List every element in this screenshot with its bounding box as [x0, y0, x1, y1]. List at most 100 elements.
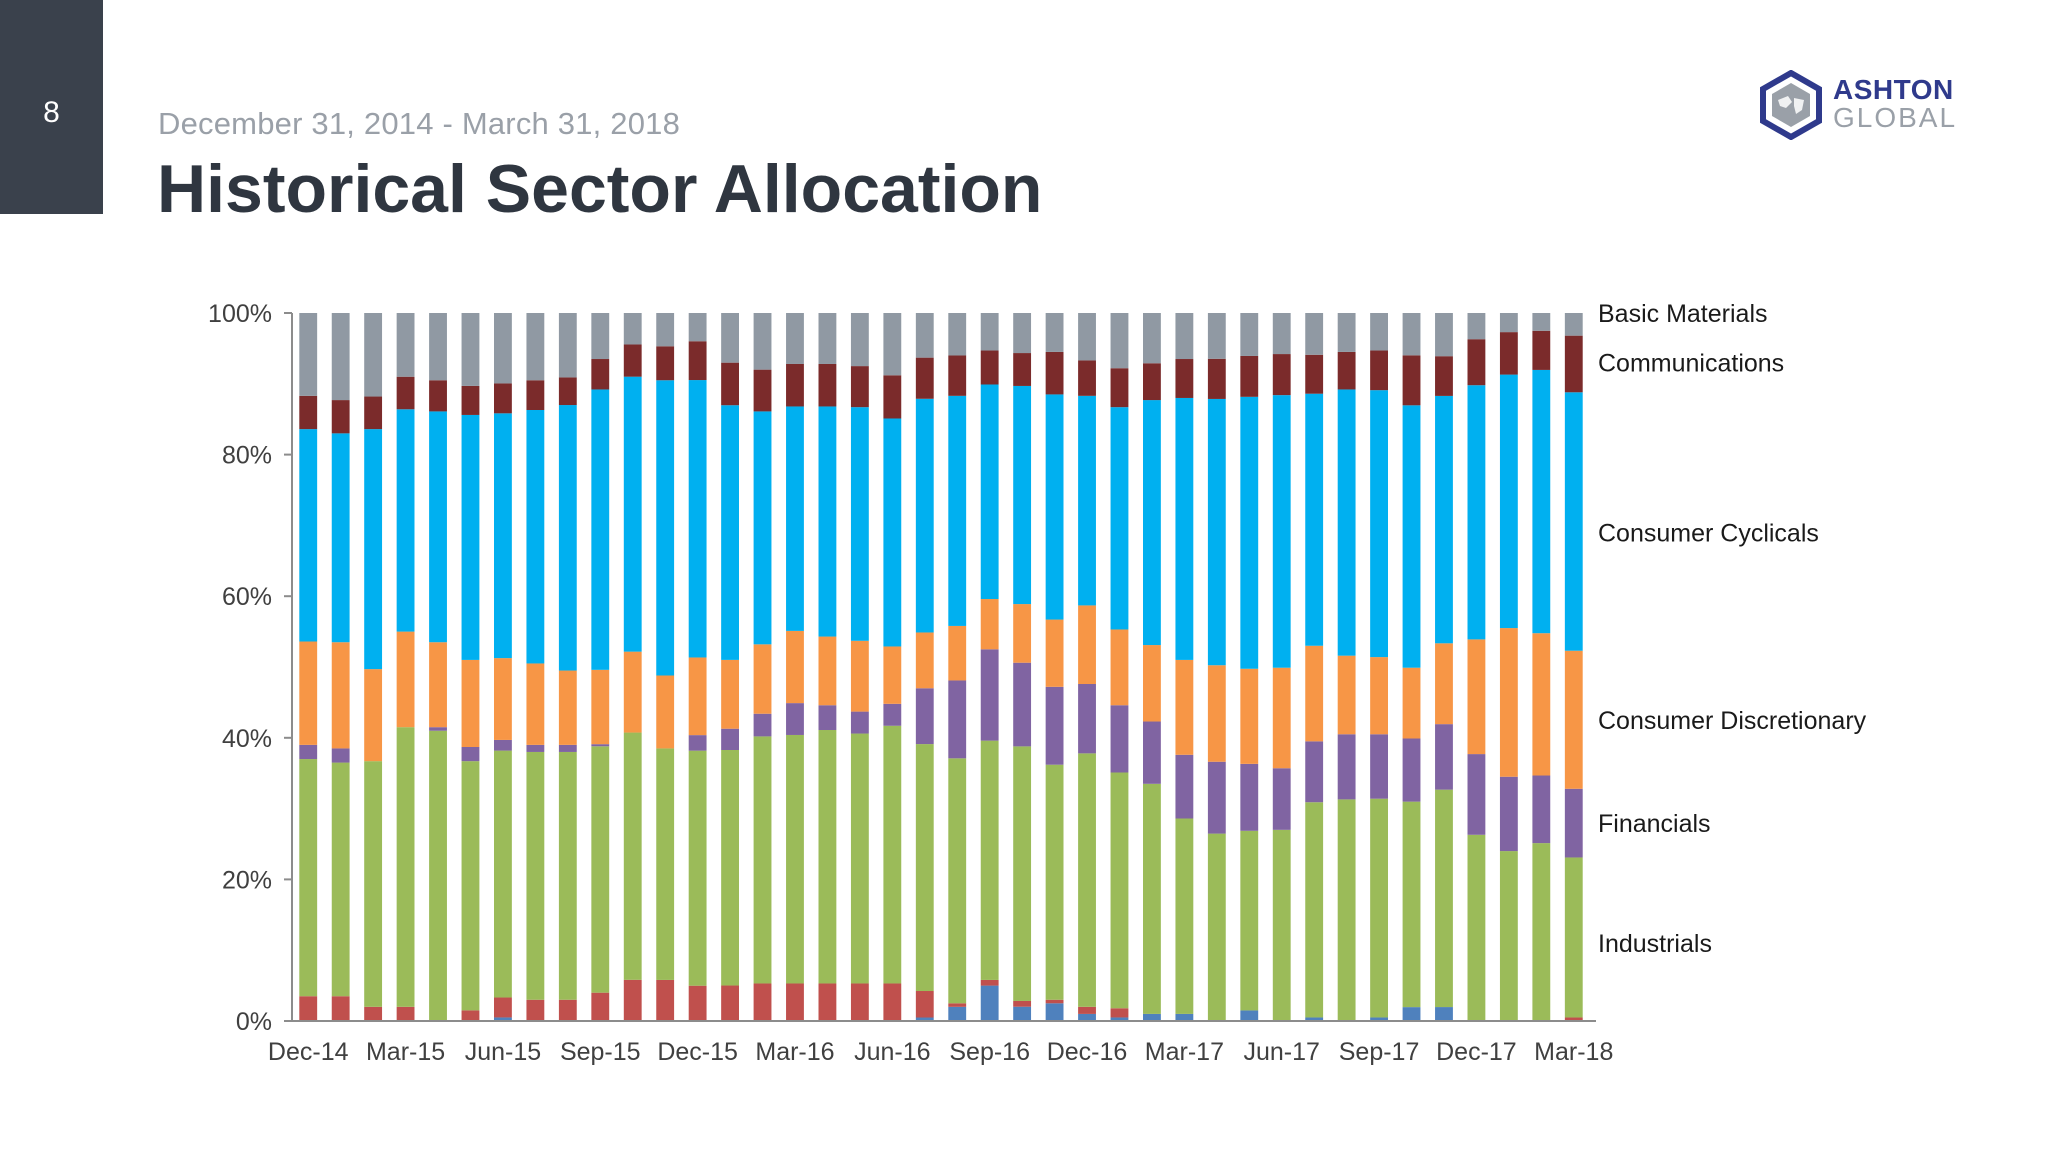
bar-segment-Jan-18-basic-materials [1499, 313, 1518, 333]
bar-segment-Aug-17-communications [1337, 351, 1356, 390]
bar-segment-Dec-15-financials [688, 735, 707, 751]
bar-segment-Feb-17-consumer-cyclicals [1143, 400, 1161, 646]
y-tick-label: 40% [222, 725, 272, 753]
bar-segment-Oct-17-communications [1402, 355, 1421, 406]
bar-segment-Feb-18-financials [1532, 775, 1551, 844]
bar-segment-Jan-15-green [331, 762, 350, 997]
bar-segment-Jan-16-consumer-discretionary [721, 659, 739, 729]
bar-segment-Jun-15-industrials [494, 997, 512, 1018]
bar-segment-Jan-15-consumer-discretionary [331, 642, 350, 749]
bar-segment-Dec-16-industrials [1078, 1006, 1096, 1014]
bar-segment-Apr-15-basic-materials [429, 313, 447, 381]
page-number: 8 [43, 96, 60, 129]
bar-segment-Feb-17-green [1143, 783, 1161, 1014]
bar-segment-Nov-17-green [1435, 789, 1453, 1008]
bar-segment-Feb-17-basic-materials [1143, 313, 1161, 364]
bar-segment-Jun-17-consumer-discretionary [1272, 667, 1291, 769]
bar-segment-Sep-16-green [980, 740, 999, 980]
bar-segment-Apr-15-green [429, 730, 447, 1021]
bar-segment-Jun-15-consumer-discretionary [494, 658, 512, 740]
bar-segment-Jun-15-financials [494, 739, 512, 751]
bar-segment-Oct-16-blue_small [1013, 1006, 1032, 1021]
bar-segment-Sep-15-communications [591, 359, 610, 390]
bar-segment-Dec-14-consumer-discretionary [299, 641, 318, 745]
bar-segment-Apr-17-financials [1207, 761, 1226, 834]
bar-segment-Aug-17-basic-materials [1337, 313, 1356, 352]
bar-segment-Oct-16-financials [1013, 662, 1032, 747]
bar-segment-Jan-17-communications [1110, 368, 1129, 408]
bar-segment-May-15-financials [461, 747, 480, 762]
x-tick-label: Jun-15 [465, 1038, 541, 1066]
bar-segment-Dec-15-communications [688, 341, 707, 381]
bar-segment-Dec-17-communications [1467, 339, 1486, 386]
bar-segment-Jun-17-communications [1272, 354, 1291, 396]
y-tick-label: 20% [222, 866, 272, 894]
bar-segment-Oct-16-consumer-discretionary [1013, 604, 1032, 663]
x-tick-label: Mar-15 [366, 1038, 445, 1066]
bar-segment-Oct-16-green [1013, 746, 1032, 1001]
bar-segment-Jun-16-industrials [883, 983, 902, 1021]
bar-segment-Feb-16-industrials [753, 983, 772, 1021]
bar-segment-Mar-15-industrials [396, 1006, 415, 1021]
bar-segment-Aug-16-financials [948, 680, 967, 759]
bar-segment-Aug-16-industrials [948, 1003, 967, 1007]
bar-segment-Nov-15-communications [656, 346, 675, 381]
series-label-financials: Financials [1598, 810, 1711, 838]
bar-segment-Jul-17-communications [1305, 354, 1324, 394]
bar-segment-Jan-15-communications [331, 400, 350, 434]
bar-segment-Mar-18-industrials [1564, 1017, 1583, 1021]
bar-segment-Mar-16-basic-materials [786, 313, 804, 364]
x-tick-label: Mar-18 [1534, 1038, 1613, 1066]
y-tick-label: 60% [222, 583, 272, 611]
bar-segment-Jul-15-financials [526, 744, 545, 752]
bar-segment-Jul-16-blue_small [915, 1017, 934, 1021]
bar-segment-Sep-16-blue_small [980, 985, 999, 1021]
bar-segment-May-17-blue_small [1240, 1010, 1259, 1021]
bar-segment-Jun-17-basic-materials [1272, 313, 1291, 355]
bar-segment-Mar-16-consumer-cyclicals [786, 406, 804, 631]
bar-segment-Aug-15-communications [558, 377, 577, 406]
bar-segment-Jun-16-consumer-discretionary [883, 646, 902, 704]
bar-segment-Sep-17-financials [1370, 734, 1388, 799]
bar-segment-Jul-17-consumer-cyclicals [1305, 393, 1324, 646]
bar-segment-Aug-15-consumer-discretionary [558, 670, 577, 745]
bar-segment-Apr-16-industrials [818, 983, 837, 1021]
bar-segment-Oct-15-consumer-cyclicals [623, 376, 642, 652]
bar-segment-Dec-15-industrials [688, 985, 707, 1021]
bar-segment-Aug-17-green [1337, 799, 1356, 1021]
bar-segment-Jan-15-industrials [331, 996, 350, 1021]
bar-segment-Nov-15-basic-materials [656, 313, 675, 347]
bar-segment-Mar-16-green [786, 734, 804, 984]
bar-segment-Feb-16-consumer-cyclicals [753, 411, 772, 645]
bar-segment-Apr-16-green [818, 730, 837, 984]
bar-segment-Jan-17-consumer-discretionary [1110, 629, 1129, 706]
bar-segment-Jan-16-communications [721, 362, 739, 406]
bar-segment-Nov-16-consumer-discretionary [1045, 619, 1064, 687]
series-label-communications: Communications [1598, 350, 1784, 378]
bar-segment-May-16-consumer-discretionary [850, 640, 869, 712]
bar-segment-Jun-16-communications [883, 375, 902, 419]
bar-segment-Mar-15-consumer-discretionary [396, 631, 415, 728]
bar-segment-Nov-16-blue_small [1045, 1003, 1064, 1021]
bar-segment-Mar-16-industrials [786, 983, 804, 1021]
bar-segment-Nov-16-consumer-cyclicals [1045, 394, 1064, 620]
bar-segment-Sep-17-consumer-discretionary [1370, 657, 1388, 735]
bar-segment-Aug-16-consumer-discretionary [948, 625, 967, 681]
bar-segment-Apr-15-communications [429, 380, 447, 412]
bar-segment-Sep-17-consumer-cyclicals [1370, 390, 1388, 658]
bar-segment-Jan-15-basic-materials [331, 313, 350, 401]
bar-segment-Oct-15-green [623, 732, 642, 980]
bar-segment-Jun-16-basic-materials [883, 313, 902, 376]
bar-segment-Dec-15-basic-materials [688, 313, 707, 342]
bar-segment-Dec-16-consumer-cyclicals [1078, 395, 1096, 606]
bar-segment-Apr-16-consumer-discretionary [818, 636, 837, 706]
bar-segment-Nov-16-industrials [1045, 999, 1064, 1004]
bar-segment-Jun-15-communications [494, 383, 512, 414]
bar-segment-Aug-16-communications [948, 355, 967, 396]
bar-segment-Apr-15-consumer-cyclicals [429, 411, 447, 643]
bar-segment-Dec-16-blue_small [1078, 1013, 1096, 1021]
hexagon-globe-icon [1760, 69, 1822, 141]
bar-segment-Oct-17-green [1402, 801, 1421, 1008]
bar-segment-Nov-17-consumer-cyclicals [1435, 395, 1453, 644]
x-tick-label: Mar-16 [755, 1038, 834, 1066]
